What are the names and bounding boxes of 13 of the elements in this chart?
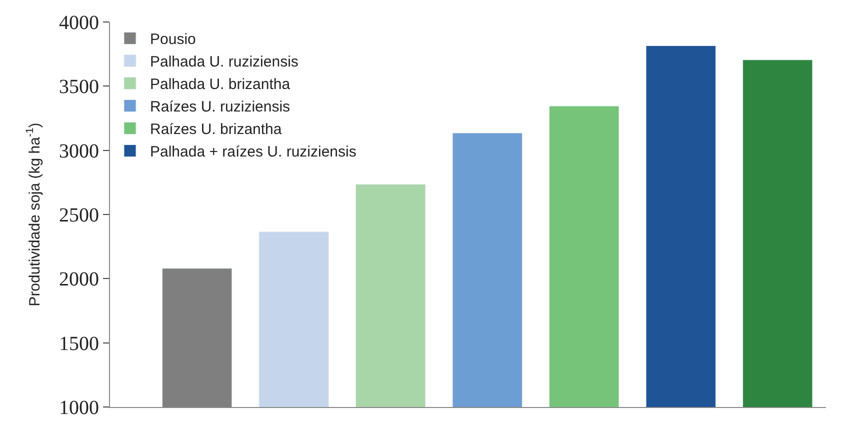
legend-label: Palhada U. ruziziensis: [150, 54, 298, 71]
y-tick-label: 4000: [59, 12, 99, 34]
legend-label: Palhada + raízes U. ruziziensis: [150, 144, 356, 161]
y-tick-label: 1000: [59, 397, 99, 419]
y-tick-label: 1500: [59, 332, 99, 355]
y-tick-label: 2500: [59, 204, 99, 226]
y-tick-label: 2000: [59, 268, 99, 291]
legend-label: Palhada U. brizantha: [150, 76, 291, 94]
y-tick-label: 3000: [59, 140, 99, 162]
y-tick-label: 3500: [59, 76, 99, 98]
legend-label: Pousio: [150, 31, 196, 48]
legend-label: Raízes U. brizantha: [150, 121, 282, 138]
legend-label: Raízes U. ruziziensis: [150, 98, 290, 116]
